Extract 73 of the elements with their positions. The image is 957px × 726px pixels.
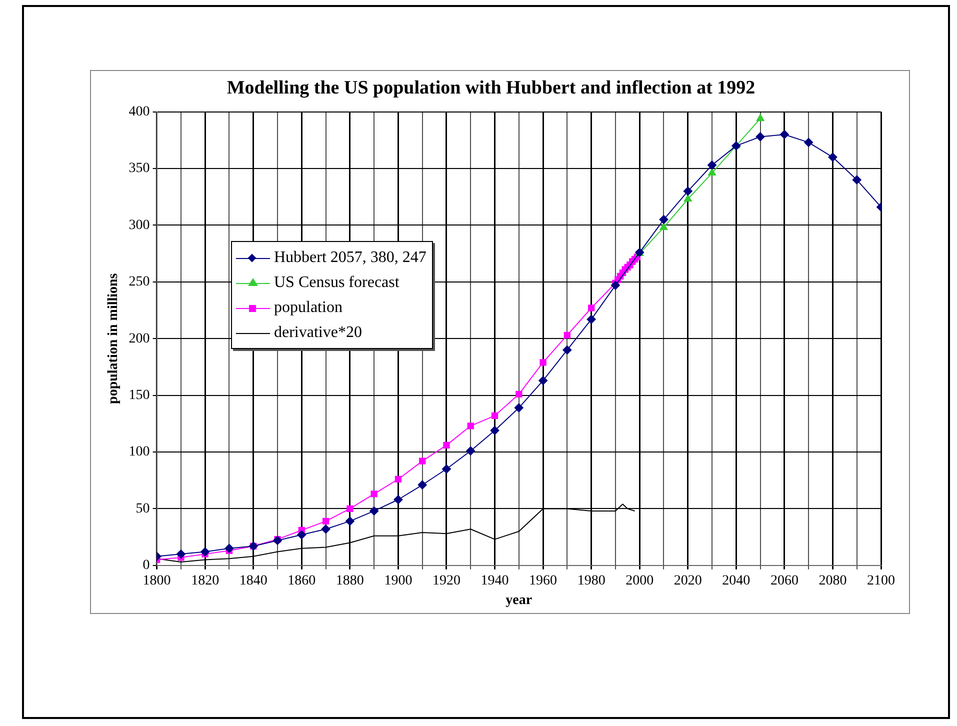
point (780, 130, 789, 139)
point (491, 412, 498, 420)
x-tick-label: 1840 (239, 573, 268, 588)
y-axis-title: population in millions (106, 272, 122, 404)
point (394, 476, 402, 483)
point (176, 550, 186, 559)
x-tick-label: 2100 (867, 573, 895, 588)
legend-label: Hubbert 2057, 380, 247 (274, 248, 426, 268)
x-tick-label: 2020 (674, 573, 702, 588)
point (708, 168, 716, 176)
x-tick-label: 1920 (432, 573, 460, 588)
point (514, 403, 524, 412)
point (610, 280, 620, 290)
legend-label: derivative*20 (274, 323, 362, 343)
point (562, 345, 572, 354)
point (852, 175, 862, 184)
point (466, 446, 476, 456)
point (538, 376, 548, 386)
point (224, 544, 234, 553)
point (490, 426, 500, 435)
point (200, 547, 210, 556)
y-tick-label: 400 (128, 104, 150, 120)
point (516, 390, 522, 398)
point (370, 490, 378, 498)
x-tick-label: 1940 (480, 573, 509, 588)
point (346, 505, 354, 512)
legend-label: US Census forecast (274, 273, 400, 293)
point (370, 506, 379, 516)
x-axis-title: year (506, 593, 532, 608)
point (828, 152, 838, 162)
point (418, 480, 427, 490)
x-tick-label: 1880 (336, 573, 364, 588)
x-tick-label: 1960 (529, 573, 558, 588)
y-tick-label: 250 (128, 274, 150, 290)
point (756, 114, 764, 122)
point (442, 464, 451, 474)
point (804, 138, 814, 147)
y-tick-label: 300 (128, 218, 150, 233)
point (586, 314, 596, 324)
point (659, 215, 668, 224)
x-tick-label: 2040 (722, 573, 750, 588)
point (564, 332, 571, 339)
x-tick-label: 2080 (818, 573, 847, 588)
y-tick-label: 200 (128, 331, 150, 346)
point (588, 304, 595, 312)
point (321, 524, 330, 534)
chart-title: Modelling the US population with Hubbert and inflection at 1992 (226, 77, 756, 98)
y-tick-label: 150 (128, 388, 150, 403)
y-tick-label: 100 (128, 444, 150, 460)
y-tick-label: 350 (128, 161, 150, 176)
x-tick-label: 2060 (770, 573, 798, 588)
point (708, 160, 717, 170)
point (540, 359, 546, 366)
point (443, 442, 450, 449)
x-tick-label: 1820 (191, 573, 220, 588)
point (756, 132, 765, 142)
point (684, 194, 692, 202)
point (322, 518, 330, 525)
x-tick-label: 1900 (384, 573, 412, 588)
y-tick-label: 50 (136, 501, 150, 516)
point (419, 458, 426, 464)
x-tick-label: 1860 (288, 573, 316, 588)
y-tick-label: 0 (142, 558, 150, 574)
point (297, 530, 306, 540)
point (467, 422, 474, 430)
point (345, 516, 354, 526)
point (660, 222, 668, 230)
point (394, 495, 403, 504)
x-tick-label: 1800 (142, 573, 171, 588)
x-tick-label: 2000 (626, 573, 654, 588)
legend-label: population (274, 298, 342, 318)
point (683, 186, 692, 196)
x-tick-label: 1980 (577, 573, 606, 588)
